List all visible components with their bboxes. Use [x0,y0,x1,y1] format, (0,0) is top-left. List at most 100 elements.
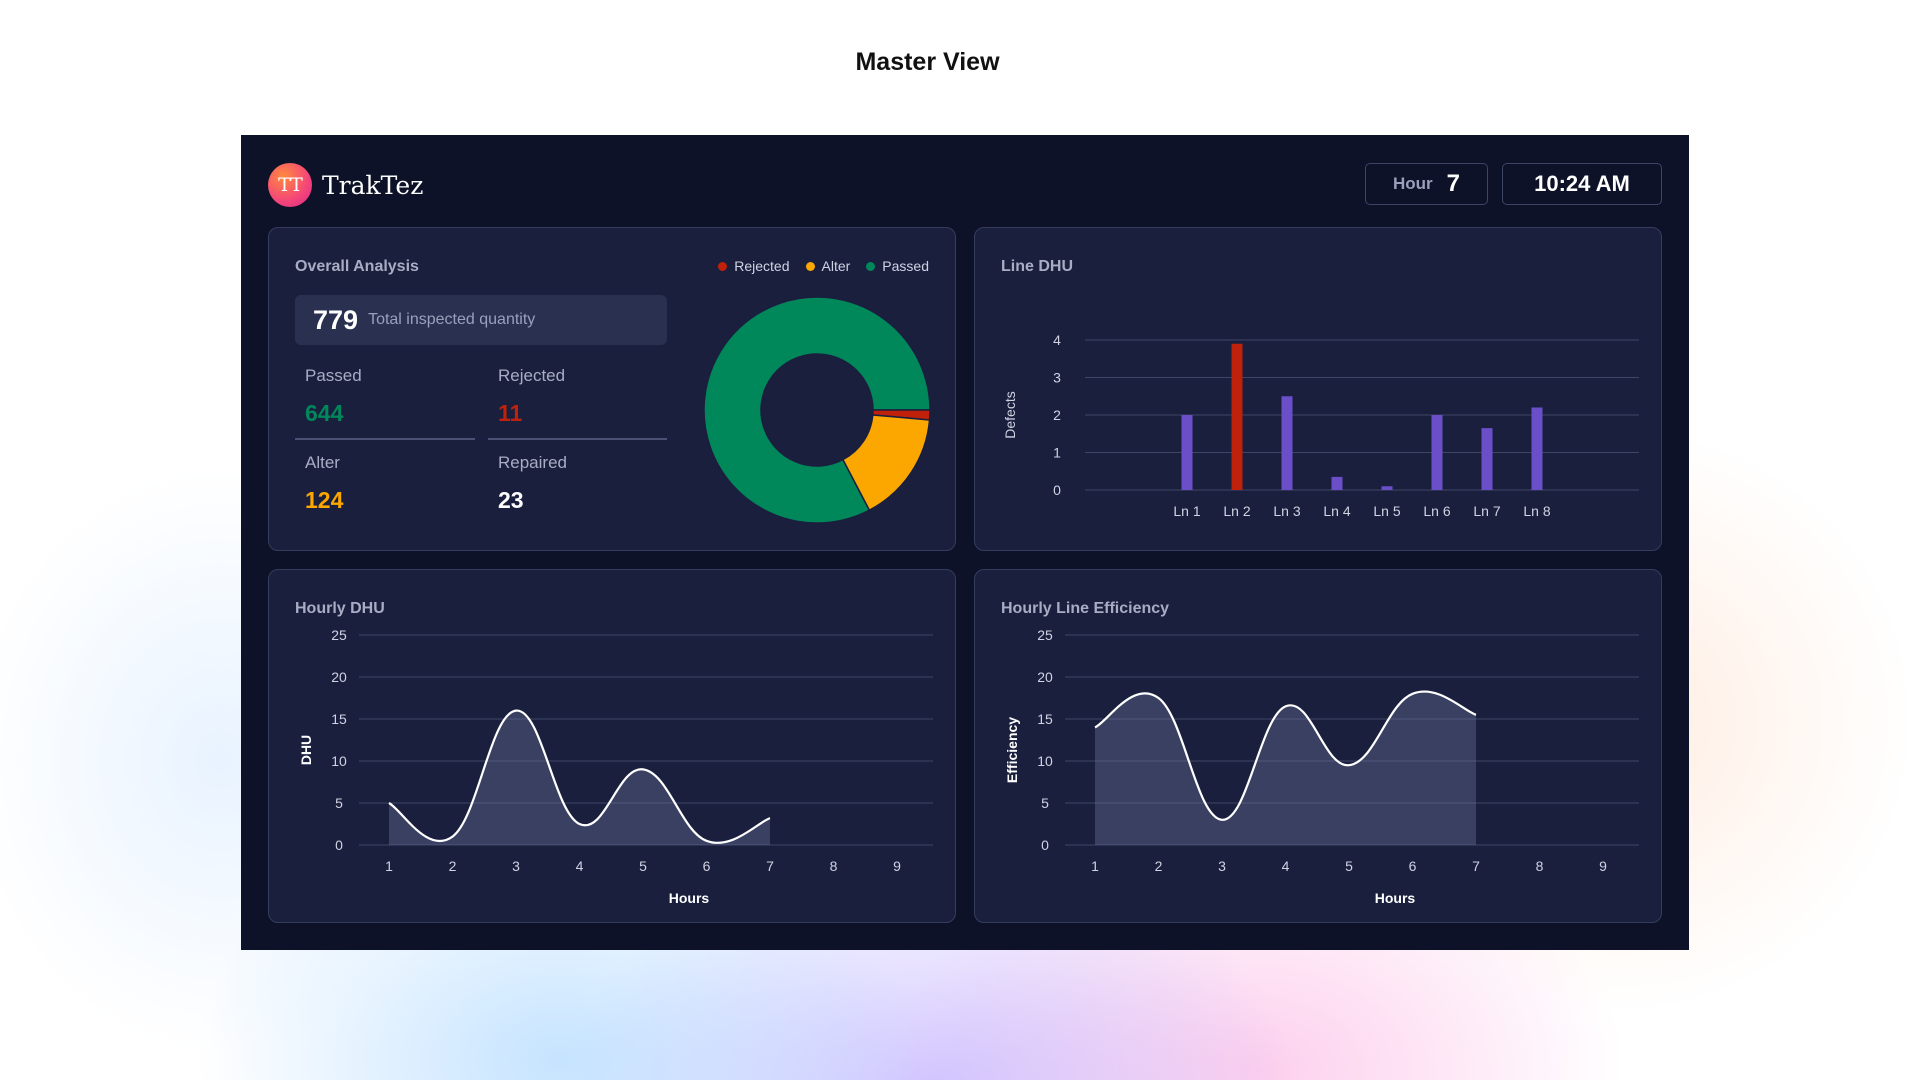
stat-repaired: Repaired 23 [498,453,676,514]
donut-slice-passed [703,296,931,524]
legend-label: Alter [821,258,851,274]
x-tick-label: 8 [830,858,838,874]
y-tick-label: 15 [1037,711,1053,727]
hour-value: 7 [1446,170,1461,197]
y-tick-label: 2 [1053,407,1061,423]
x-tick-label: 7 [766,858,774,874]
legend-dot-icon [718,261,728,271]
y-tick-label: 10 [331,753,347,769]
y-tick-label: 0 [1053,482,1061,498]
x-axis-label: Hours [1375,890,1416,906]
panel-title: Hourly DHU [295,600,385,617]
x-tick-label: 7 [1472,858,1480,874]
x-tick-label: 4 [1282,858,1290,874]
y-tick-label: 5 [335,795,343,811]
y-tick-label: 0 [335,837,343,853]
divider [295,438,475,440]
overall-analysis-panel: Overall Analysis 779 Total inspected qua… [268,227,956,551]
y-tick-label: 20 [331,669,347,685]
stat-label: Passed [305,366,362,385]
y-tick-label: 3 [1053,370,1061,386]
y-axis-label: Efficiency [1004,717,1020,783]
x-tick-label: 1 [385,858,393,874]
x-tick-label: 2 [449,858,457,874]
x-tick-label: 4 [576,858,584,874]
legend-rejected: Rejected [718,258,790,274]
x-tick-label: Ln 2 [1223,503,1250,519]
stat-label: Rejected [498,366,566,385]
brand-name: TrakTez [322,170,424,200]
x-tick-label: 9 [893,858,901,874]
total-inspected: 779 Total inspected quantity [295,295,667,345]
chart-legend: Rejected Alter Passed [718,258,929,274]
x-tick-label: 5 [639,858,647,874]
hourly-dhu-chart: 0 5 10 15 20 25 1 2 3 4 5 6 7 8 9 Hours DHU [298,627,933,906]
dashboard: TT TrakTez Hour 7 10:24 AM Overall Analy… [241,135,1689,950]
hour-label: Hour [1392,174,1433,193]
x-tick-label: 5 [1345,858,1353,874]
line-dhu-chart: 0 1 2 3 4 Defects Ln 1 Ln 2 Ln 3 Ln 4 Ln 5 Ln 6 Ln 7… [1002,332,1639,519]
x-axis-label: Hours [669,890,710,906]
hourly-efficiency-panel: Hourly Line Efficiency 0 5 10 15 20 25 1 2 3 4 5 6 7… [974,569,1662,923]
y-tick-label: 4 [1053,332,1061,348]
bar-ln-2 [1231,343,1243,490]
y-axis-label: DHU [298,735,314,765]
stat-value: 124 [305,487,344,513]
y-tick-label: 10 [1037,753,1053,769]
traktez-logo-icon: TT [268,163,312,207]
stat-label: Alter [305,453,340,472]
y-tick-label: 25 [1037,627,1053,643]
divider [488,438,667,440]
y-tick-label: 20 [1037,669,1053,685]
stat-label: Repaired [498,453,567,472]
x-tick-label: 3 [512,858,520,874]
x-tick-label: Ln 4 [1323,503,1350,519]
current-time: 10:24 AM [1502,163,1662,205]
legend-alter: Alter [805,258,851,274]
panel-title: Line DHU [1001,258,1073,275]
x-tick-label: 8 [1536,858,1544,874]
line-dhu-panel: Line DHU 0 1 2 3 4 Defects Ln 1 Ln 2 Ln 3 Ln 4 Ln … [974,227,1662,551]
x-tick-label: 6 [1409,858,1417,874]
y-tick-label: 0 [1041,837,1049,853]
stat-rejected: Rejected 11 [498,366,676,427]
panel-title: Overall Analysis [295,258,419,275]
hourly-dhu-panel: Hourly DHU 0 5 10 15 20 25 1 2 3 4 5 6 7 8 9 Hours DHU [268,569,956,923]
x-tick-label: Ln 7 [1473,503,1500,519]
stat-value: 23 [498,487,524,513]
stat-value: 11 [498,400,523,426]
x-tick-label: 3 [1218,858,1226,874]
legend-dot-icon [805,261,815,271]
brand: TT TrakTez [268,163,423,207]
area-fill [1095,691,1476,845]
series-line [388,709,771,844]
donut-chart [703,296,931,524]
donut-slice-alter [841,414,931,512]
bar-ln-7 [1481,428,1493,490]
page-title: Master View [855,48,1000,76]
bar-ln-4 [1331,476,1343,490]
legend-dot-icon [866,261,876,271]
total-value: 779 [313,304,359,335]
bar-ln-8 [1531,407,1543,490]
stat-alter: Alter 124 [305,453,483,514]
x-tick-label: Ln 8 [1523,503,1550,519]
legend-label: Rejected [734,258,790,274]
bar-ln-5 [1381,486,1393,490]
y-tick-label: 25 [331,627,347,643]
x-tick-label: Ln 3 [1273,503,1300,519]
x-tick-label: Ln 6 [1423,503,1450,519]
x-tick-label: 9 [1599,858,1607,874]
x-tick-label: Ln 5 [1373,503,1400,519]
x-tick-label: 6 [703,858,711,874]
panel-title: Hourly Line Efficiency [1001,600,1170,617]
x-tick-label: 2 [1155,858,1163,874]
area-fill [389,710,770,845]
bar-ln-1 [1181,415,1193,490]
y-tick-label: 1 [1053,445,1061,461]
stat-passed: Passed 644 [305,366,483,427]
total-label: Total inspected quantity [368,311,536,328]
legend-label: Passed [882,258,929,274]
hourly-efficiency-chart: 0 5 10 15 20 25 1 2 3 4 5 6 7 8 9 Hours Efficiency [1004,627,1639,906]
stat-value: 644 [305,400,344,426]
